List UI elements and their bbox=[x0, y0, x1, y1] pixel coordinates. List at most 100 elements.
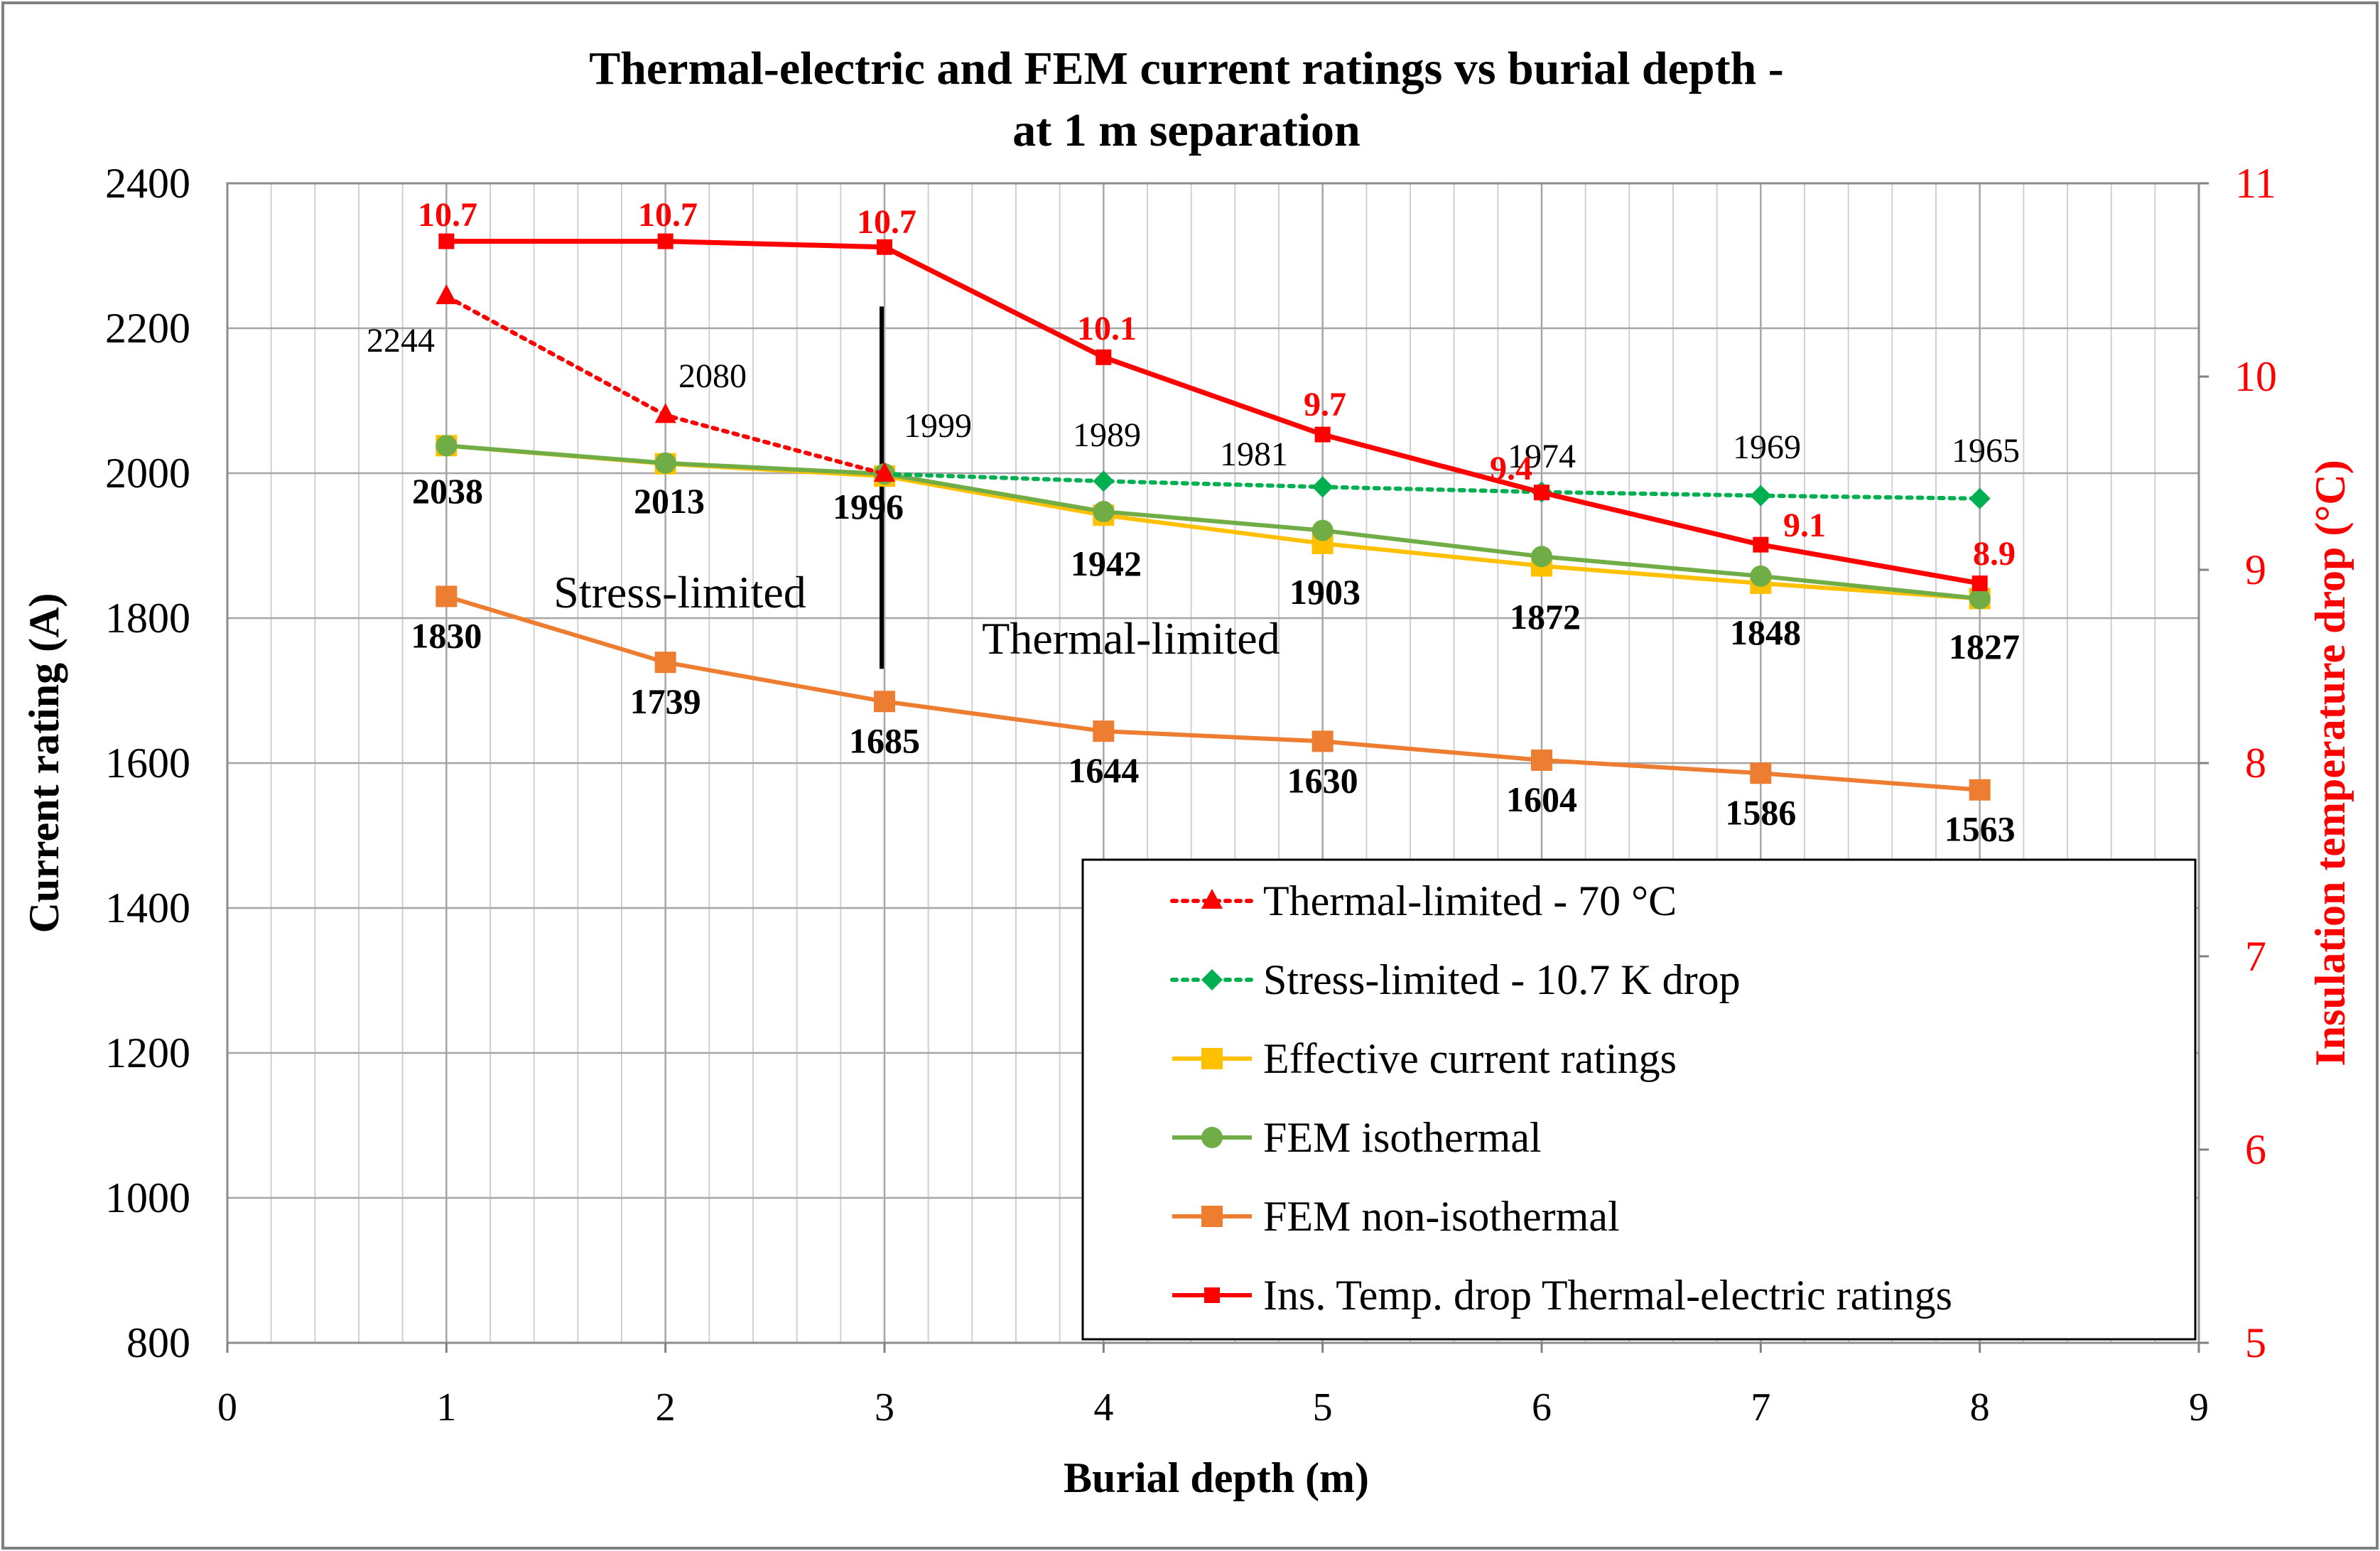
data-label-fem-noniso: 1685 bbox=[849, 720, 920, 760]
y2-tick-label: 6 bbox=[2245, 1126, 2266, 1173]
legend-label-fem_noniso: FEM non-isothermal bbox=[1263, 1193, 1620, 1240]
series-marker-stress bbox=[1750, 485, 1772, 507]
data-label-fem-noniso: 1830 bbox=[411, 615, 482, 655]
data-labels: 2244 2080 1999 1989 1981 1974 1969 1965 2038 2013… bbox=[367, 196, 2020, 849]
series-marker-ins_temp bbox=[1753, 536, 1769, 553]
legend-marker-fem_iso bbox=[1201, 1127, 1223, 1148]
x-tick-label: 7 bbox=[1751, 1385, 1770, 1430]
series-marker-ins_temp bbox=[438, 233, 455, 249]
legend-marker-thermal bbox=[1201, 889, 1223, 909]
series-line-fem_iso bbox=[446, 443, 1980, 601]
y-tick-label: 1400 bbox=[105, 885, 190, 931]
data-label-effective: 2038 bbox=[412, 471, 483, 511]
data-label-fem-noniso: 1586 bbox=[1725, 792, 1796, 832]
data-label-stress: 1989 bbox=[1073, 416, 1141, 454]
legend-label-effective: Effective current ratings bbox=[1263, 1035, 1677, 1082]
y-tick-label: 1600 bbox=[105, 740, 190, 787]
series-marker-ins_temp bbox=[1534, 485, 1549, 501]
data-label-fem-noniso: 1739 bbox=[630, 681, 701, 721]
x-tick-label: 1 bbox=[436, 1385, 456, 1430]
data-label-thermal: 2080 bbox=[678, 357, 747, 395]
series-marker-thermal bbox=[436, 284, 458, 305]
data-label-thermal: 2244 bbox=[367, 322, 435, 360]
data-label-ins-temp: 9.4 bbox=[1490, 450, 1532, 487]
x-tick-label: 6 bbox=[1532, 1385, 1552, 1430]
series-marker-fem_noniso bbox=[1311, 730, 1334, 752]
annotations: Stress-limited Thermal-limited bbox=[553, 306, 1280, 669]
series-marker-fem_noniso bbox=[1531, 749, 1552, 771]
stress-limited-region-label: Stress-limited bbox=[553, 567, 806, 617]
series-marker-fem_iso bbox=[1093, 501, 1115, 523]
data-label-effective: 1827 bbox=[1949, 627, 2020, 666]
data-label-fem-noniso: 1563 bbox=[1944, 809, 2016, 849]
x-axis-title: Burial depth (m) bbox=[1064, 1454, 1369, 1501]
data-label-stress: 1969 bbox=[1733, 428, 1801, 466]
data-label-fem-noniso: 1630 bbox=[1287, 760, 1358, 800]
series-marker-stress bbox=[1969, 487, 1991, 509]
data-label-stress: 1965 bbox=[1952, 432, 2020, 470]
series-marker-ins_temp bbox=[1096, 349, 1112, 365]
data-label-thermal: 1999 bbox=[904, 407, 972, 445]
series-marker-ins_temp bbox=[1314, 426, 1331, 443]
series-group bbox=[436, 233, 1991, 801]
x-tick-label: 2 bbox=[656, 1385, 676, 1430]
data-label-ins-temp: 10.1 bbox=[1077, 310, 1137, 347]
x-tick-label: 3 bbox=[875, 1385, 894, 1430]
series-line-ins_temp bbox=[446, 239, 1981, 586]
series-line-stress bbox=[882, 472, 1982, 501]
y-tick-label: 1000 bbox=[105, 1174, 190, 1221]
legend: Thermal-limited - 70 °C Stress-limited - … bbox=[1081, 858, 2197, 1341]
series-marker-fem_iso bbox=[1750, 565, 1772, 587]
data-label-ins-temp: 10.7 bbox=[418, 196, 477, 234]
y2-tick-label: 9 bbox=[2245, 546, 2266, 593]
y-tick-label: 1800 bbox=[105, 595, 190, 642]
y-tick-label: 800 bbox=[126, 1319, 190, 1366]
y2-tick-label: 10 bbox=[2234, 353, 2277, 400]
x-tick-label: 9 bbox=[2189, 1385, 2209, 1430]
series-marker-stress bbox=[1093, 470, 1115, 492]
legend-label-thermal: Thermal-limited - 70 °C bbox=[1263, 877, 1677, 924]
data-label-effective: 2013 bbox=[634, 481, 705, 521]
y2-tick-label: 5 bbox=[2245, 1319, 2266, 1366]
legend-marker-effective bbox=[1201, 1048, 1223, 1069]
series-marker-fem_noniso bbox=[1093, 720, 1115, 742]
series-marker-ins_temp bbox=[877, 239, 892, 255]
chart-title-line-1: Thermal-electric and FEM current ratings… bbox=[589, 43, 1784, 94]
data-label-ins-temp: 8.9 bbox=[1973, 535, 2016, 573]
legend-marker-stress bbox=[1201, 969, 1223, 990]
series-marker-fem_noniso bbox=[654, 652, 676, 674]
y-tick-label: 2200 bbox=[105, 305, 190, 352]
series-marker-fem_noniso bbox=[874, 691, 895, 713]
series-marker-thermal bbox=[874, 462, 895, 482]
series-marker-fem_iso bbox=[654, 452, 676, 474]
series-marker-fem_iso bbox=[436, 435, 458, 457]
series-marker-fem_iso bbox=[1311, 519, 1334, 541]
data-label-stress: 1974 bbox=[1508, 438, 1576, 475]
legend-marker-fem_noniso bbox=[1201, 1206, 1223, 1227]
y-tick-label: 2400 bbox=[105, 160, 190, 207]
legend-marker-ins_temp bbox=[1204, 1287, 1220, 1303]
data-label-fem-noniso: 1604 bbox=[1506, 779, 1577, 819]
series-marker-ins_temp bbox=[1971, 575, 1988, 592]
y-tick-label: 1200 bbox=[105, 1030, 190, 1076]
x-tick-label: 8 bbox=[1970, 1385, 1990, 1430]
data-label-effective: 1996 bbox=[833, 487, 904, 526]
legend-label-fem_iso: FEM isothermal bbox=[1263, 1114, 1542, 1161]
y2-axis-title: Insulation temperature drop (°C) bbox=[2307, 460, 2354, 1066]
series-marker-fem_noniso bbox=[1969, 779, 1991, 801]
y2-tick-label: 7 bbox=[2245, 933, 2266, 980]
series-marker-fem_iso bbox=[1969, 588, 1991, 610]
legend-box bbox=[1081, 858, 2197, 1341]
y-tick-label: 2000 bbox=[105, 450, 190, 497]
series-marker-ins_temp bbox=[657, 233, 674, 249]
chart-title-line-2: at 1 m separation bbox=[1012, 104, 1360, 156]
x-tick-label: 4 bbox=[1093, 1385, 1113, 1430]
series-marker-thermal bbox=[654, 403, 676, 423]
series-marker-fem_noniso bbox=[1750, 762, 1772, 784]
data-label-ins-temp: 10.7 bbox=[857, 203, 916, 241]
data-label-ins-temp: 9.7 bbox=[1304, 386, 1346, 423]
data-label-effective: 1848 bbox=[1730, 612, 1801, 652]
legend-label-stress: Stress-limited - 10.7 K drop bbox=[1263, 956, 1741, 1003]
axes: 0 1 2 3 4 5 6 7 8 9 800 1000 1200 1400 1600 1800 2000 220… bbox=[21, 160, 2354, 1501]
